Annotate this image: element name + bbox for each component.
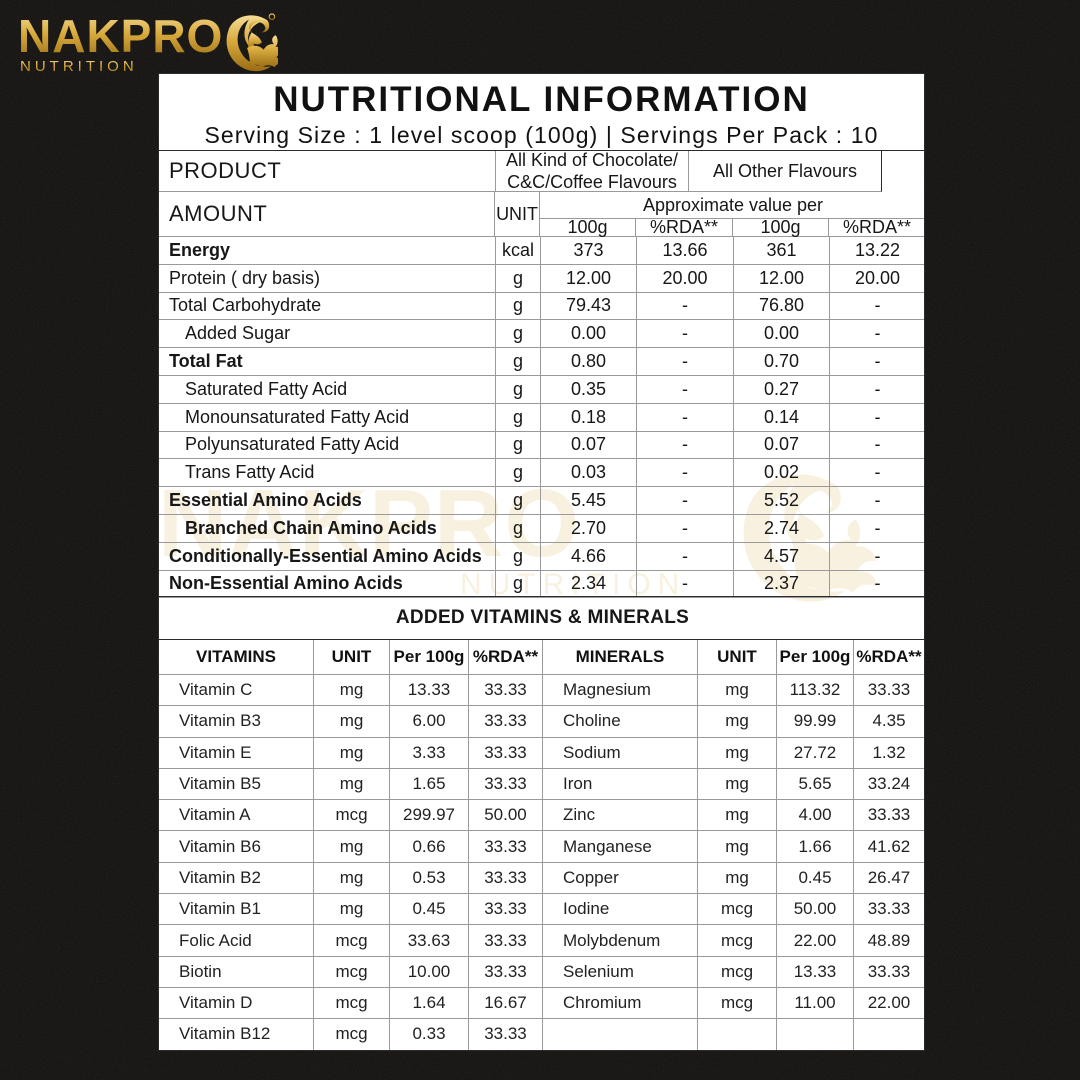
svg-text:NUTRITION: NUTRITION	[20, 58, 138, 75]
svg-text:NAKPRO: NAKPRO	[18, 10, 223, 62]
